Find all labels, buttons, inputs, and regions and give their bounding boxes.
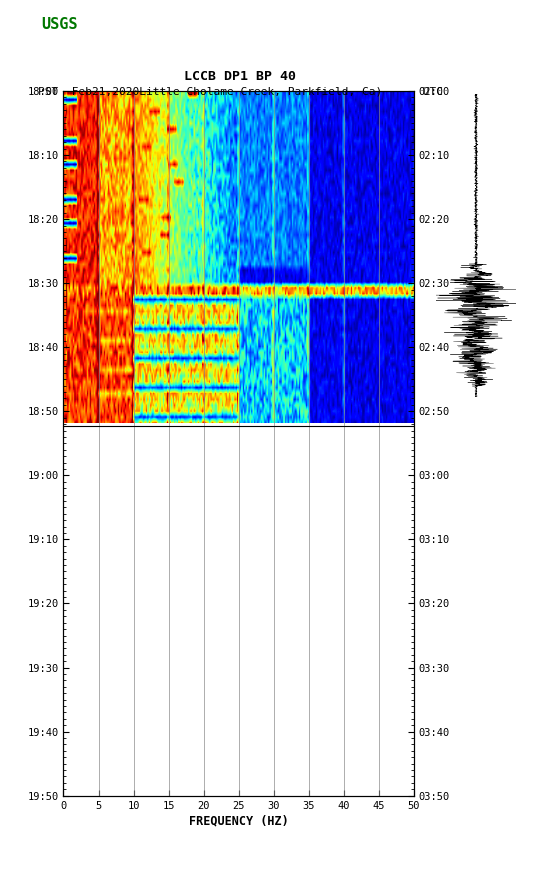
X-axis label: FREQUENCY (HZ): FREQUENCY (HZ) <box>189 814 289 828</box>
Text: PST  Feb21,2020Little Cholame Creek, Parkfield, Ca)      UTC: PST Feb21,2020Little Cholame Creek, Park… <box>38 87 443 97</box>
Text: LCCB DP1 BP 40: LCCB DP1 BP 40 <box>184 70 296 83</box>
Text: USGS: USGS <box>41 18 78 32</box>
